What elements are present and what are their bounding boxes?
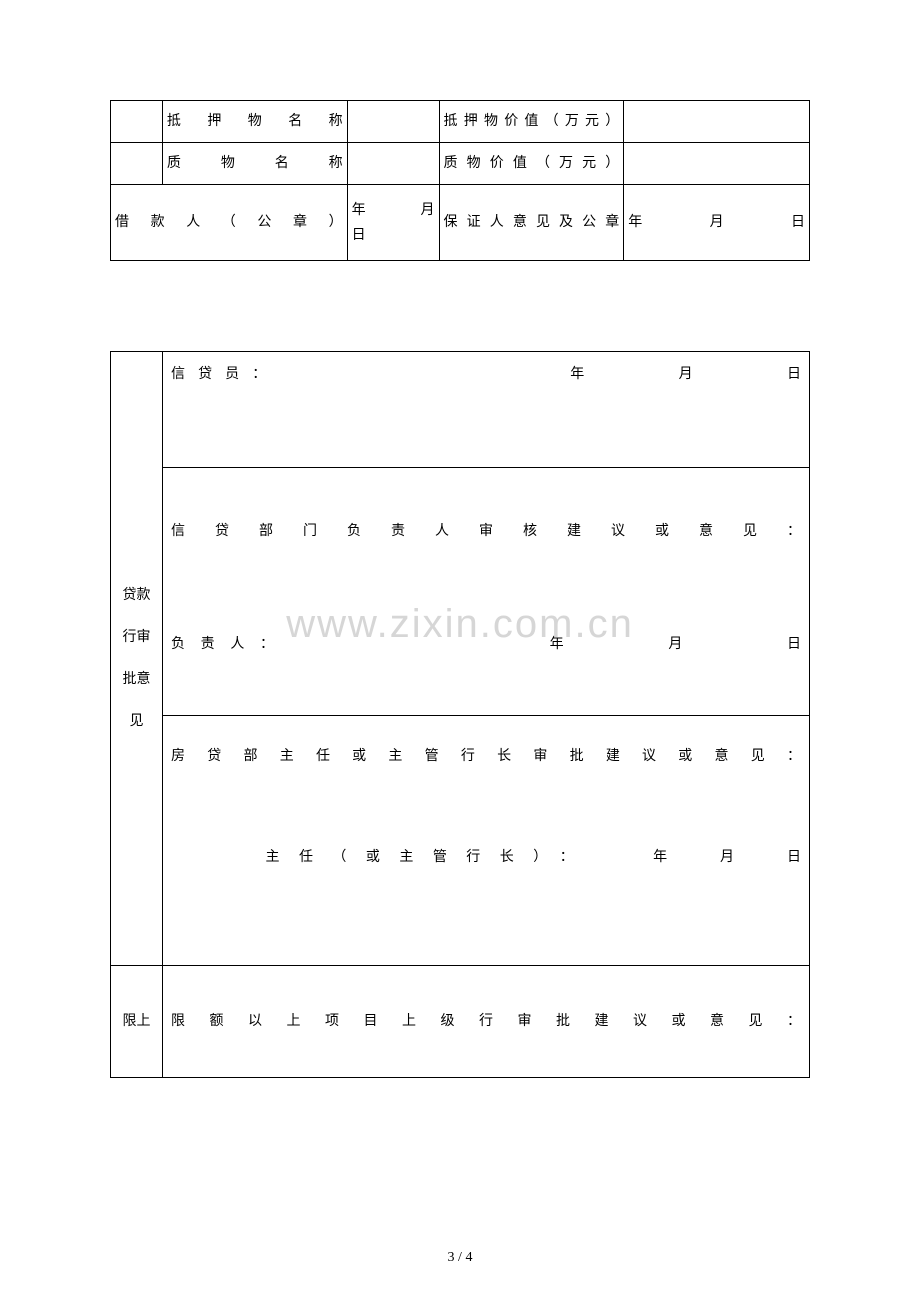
dept-head-cell: 信贷部门负责人审核建议或意见： 负责人： 年 月 日 [163,468,810,716]
cell-pledge-value [624,143,810,185]
cell-blank [111,143,163,185]
table-row: 贷款行审批意见 信贷员： 年 月 日 [111,352,810,468]
cell-guarantor-label: 保证人意见及公章 [439,185,624,261]
table-row: 信贷部门负责人审核建议或意见： 负责人： 年 月 日 [111,468,810,716]
over-limit-cell: 限额以上项目上级行审批建议或意见： [163,966,810,1078]
table-row: 房贷部主任或主管行长审批建议或意见： 主任（或主管行长）： 年 月 日 [111,716,810,966]
cell-collateral-value-label: 抵押物价值（万元） [439,101,624,143]
table-row: 限上 限额以上项目上级行审批建议或意见： [111,966,810,1078]
dept-head-date: 负责人： 年 月 日 [171,632,801,657]
cell-pledge-name-label: 质物名称 [162,143,347,185]
table-row: 抵押物名称 抵押物价值（万元） [111,101,810,143]
cell-borrower-date: 年 月 日 [347,185,439,261]
dept-head-label: 信贷部门负责人审核建议或意见： [171,519,801,544]
cell-pledge-value-label: 质物价值（万元） [439,143,624,185]
cell-borrower-seal-label: 借款人（公章） [111,185,348,261]
table-row: 质物名称 质物价值（万元） [111,143,810,185]
loan-officer-cell: 信贷员： 年 月 日 [163,352,810,468]
table-row: 借款人（公章） 年 月 日 保证人意见及公章 年 月 日 [111,185,810,261]
page-number: 3 / 4 [448,1250,473,1266]
director-cell: 房贷部主任或主管行长审批建议或意见： 主任（或主管行长）： 年 月 日 [163,716,810,966]
collateral-table: 抵押物名称 抵押物价值（万元） 质物名称 质物价值（万元） 借款人（公章） 年 … [110,100,810,261]
cell-collateral-value [624,101,810,143]
cell-collateral-name-value [347,101,439,143]
over-limit-label-cell: 限上 [111,966,163,1078]
cell-blank [111,101,163,143]
approval-label-cell: 贷款行审批意见 [111,352,163,966]
cell-pledge-name-value [347,143,439,185]
cell-guarantor-date: 年 月 日 [624,185,810,261]
director-label: 房贷部主任或主管行长审批建议或意见： [171,744,801,769]
director-date: 主任（或主管行长）： 年 月 日 [171,845,801,870]
cell-collateral-name-label: 抵押物名称 [162,101,347,143]
approval-table: 贷款行审批意见 信贷员： 年 月 日 信贷部门负责人审核建议或意见： 负责人： … [110,351,810,1078]
